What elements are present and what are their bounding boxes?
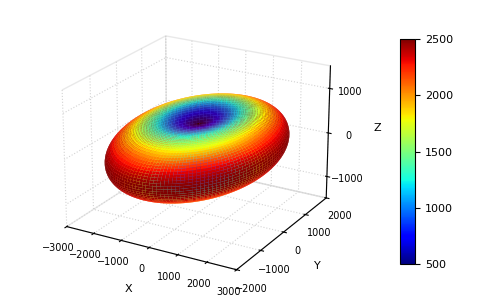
- X-axis label: X: X: [125, 284, 132, 294]
- Y-axis label: Y: Y: [314, 261, 320, 271]
